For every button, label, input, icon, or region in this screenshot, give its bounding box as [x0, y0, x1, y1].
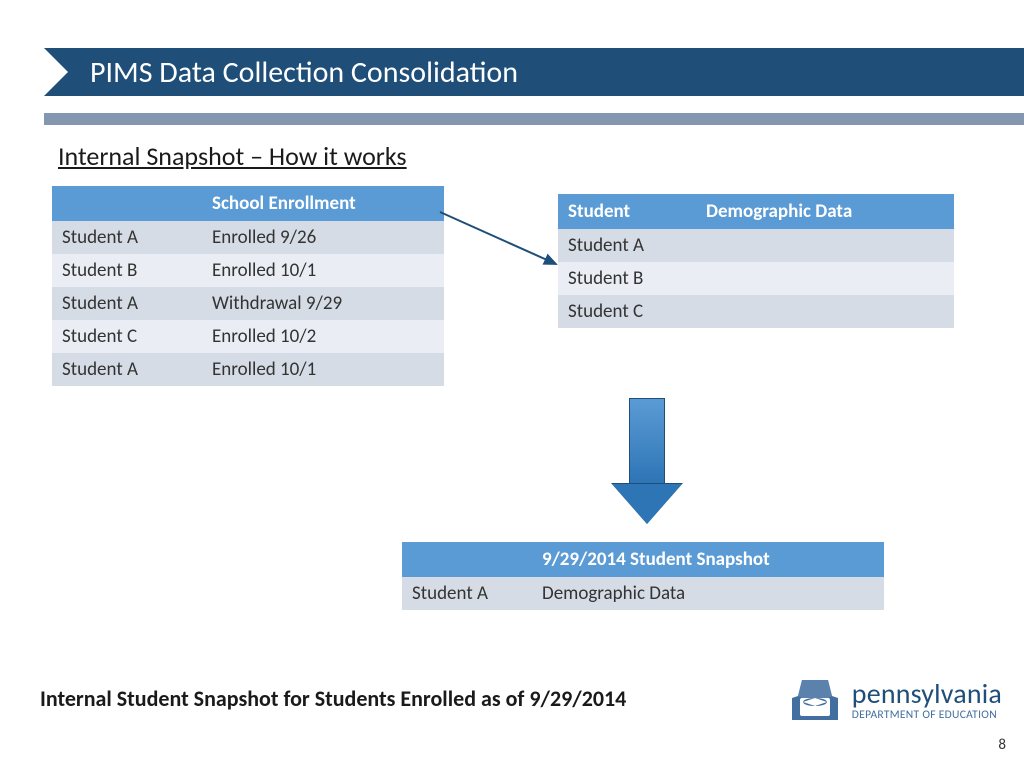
keystone-icon	[788, 674, 842, 728]
footer-note: Internal Student Snapshot for Students E…	[40, 685, 626, 712]
logo-line1: pennsylvania	[852, 680, 1002, 708]
table-header: 9/29/2014 Student Snapshot	[532, 542, 884, 577]
table-row: Student B	[558, 262, 954, 295]
title-chevron-icon	[44, 48, 68, 96]
student-snapshot-table: 9/29/2014 Student Snapshot Student ADemo…	[402, 542, 884, 610]
table-row: Student AEnrolled 9/26	[52, 221, 444, 254]
table-row: Student BEnrolled 10/1	[52, 254, 444, 287]
table-header: Demographic Data	[696, 194, 954, 229]
page-number: 8	[998, 736, 1006, 754]
table-row: Student A	[558, 229, 954, 262]
diagonal-arrow-icon	[436, 208, 566, 272]
logo-text: pennsylvania DEPARTMENT OF EDUCATION	[852, 680, 1002, 722]
school-enrollment-table: School Enrollment Student AEnrolled 9/26…	[52, 186, 444, 386]
table-header-blank	[402, 542, 532, 577]
page-title: PIMS Data Collection Consolidation	[90, 54, 518, 91]
logo-line2: DEPARTMENT OF EDUCATION	[852, 710, 1002, 722]
table-row: Student AEnrolled 10/1	[52, 353, 444, 386]
table-row: Student CEnrolled 10/2	[52, 320, 444, 353]
table-row: Student AWithdrawal 9/29	[52, 287, 444, 320]
section-subtitle: Internal Snapshot – How it works	[58, 140, 407, 172]
table-row: Student C	[558, 295, 954, 328]
pa-doe-logo: pennsylvania DEPARTMENT OF EDUCATION	[788, 674, 1002, 728]
demographic-data-table: Student Demographic Data Student A Stude…	[558, 194, 954, 328]
title-bar: PIMS Data Collection Consolidation	[44, 48, 1024, 96]
down-arrow-icon	[612, 398, 682, 528]
table-header-blank	[52, 186, 202, 221]
accent-bar	[44, 113, 1024, 125]
table-header: Student	[558, 194, 696, 229]
table-row: Student ADemographic Data	[402, 577, 884, 610]
table-header: School Enrollment	[202, 186, 444, 221]
